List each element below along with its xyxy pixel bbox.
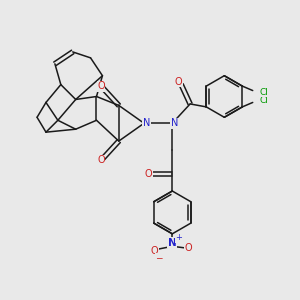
Text: N: N bbox=[171, 118, 178, 128]
Text: Cl: Cl bbox=[259, 97, 268, 106]
Text: O: O bbox=[145, 169, 152, 179]
Text: +: + bbox=[176, 233, 182, 242]
Text: O: O bbox=[151, 246, 158, 256]
Text: Cl: Cl bbox=[259, 88, 268, 97]
Text: −: − bbox=[155, 253, 163, 262]
Text: O: O bbox=[185, 243, 193, 253]
Text: O: O bbox=[97, 155, 105, 165]
Text: O: O bbox=[174, 76, 182, 87]
Text: N: N bbox=[143, 118, 150, 128]
Text: O: O bbox=[97, 81, 105, 91]
Text: N: N bbox=[168, 238, 177, 248]
